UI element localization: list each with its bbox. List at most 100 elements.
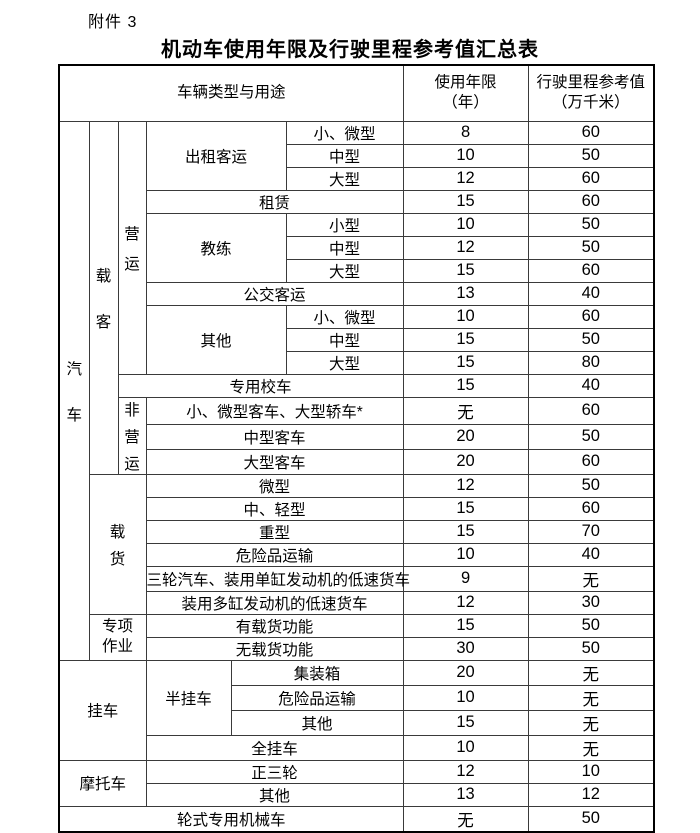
mileage-cell: 无 (527, 709, 655, 736)
mileage-cell: 无 (527, 565, 655, 592)
mileage-cell: 40 (527, 373, 655, 398)
mileage-cell: 12 (527, 782, 655, 807)
category-cell: 汽车 (58, 120, 90, 661)
category-cell: 中型 (285, 327, 404, 352)
service-life-cell: 12 (402, 166, 529, 191)
mileage-cell: 60 (527, 189, 655, 214)
table-row: 其他 15 无 (59, 709, 655, 736)
service-life-cell: 12 (402, 590, 529, 615)
service-life-cell: 12 (402, 759, 529, 784)
mileage-cell: 无 (527, 734, 655, 761)
table-row: 汽车载客营运出租客运 小、微型 8 60 (58, 120, 655, 661)
service-life-cell: 15 (402, 519, 529, 544)
category-cell: 其他 (145, 782, 404, 807)
category-cell: 重型 (145, 519, 404, 544)
category-cell: 专用校车 (117, 373, 404, 398)
service-life-cell: 无 (402, 805, 529, 832)
service-life-cell: 13 (402, 281, 529, 306)
mileage-cell: 60 (527, 258, 655, 283)
category-cell: 大型 (285, 166, 404, 191)
mileage-cell: 50 (527, 805, 655, 832)
category-cell: 大型 (285, 258, 404, 283)
category-cell: 其他 (230, 709, 404, 736)
category-cell: 出租客运 (145, 120, 287, 191)
category-cell: 中型 (285, 235, 404, 260)
category-cell: 教练 (145, 212, 287, 283)
table-row: 重型 15 70 (59, 519, 655, 544)
table-row: 大型 15 60 (59, 258, 655, 283)
category-cell: 挂车 (58, 659, 147, 761)
service-life-cell: 15 (402, 327, 529, 352)
summary-table-body: 汽车载客营运出租客运 小、微型 8 60 中型 10 50 大型 12 60 租赁 15 60 教练 小型 1… (58, 120, 655, 832)
service-life-cell: 12 (402, 235, 529, 260)
service-life-cell: 15 (402, 373, 529, 398)
header-row: 车辆类型与用途 使用年限 （年） 行驶里程参考值 （万千米） (58, 64, 655, 122)
category-cell: 营运 (117, 120, 147, 375)
document-page: 附件 3 机动车使用年限及行驶里程参考值汇总表 车辆类型与用途 使用年限 （年）行… (58, 14, 656, 833)
mileage-cell: 50 (527, 473, 655, 498)
service-life-cell: 13 (402, 782, 529, 807)
table-row: 载货微型 12 50 (59, 473, 655, 615)
mileage-cell: 60 (527, 304, 655, 329)
table-row: 三轮汽车、装用单缸发动机的低速货车 9 无 (59, 565, 655, 592)
table-row: 大型客车 20 60 (59, 448, 655, 475)
mileage-cell: 10 (527, 759, 655, 784)
table-row: 教练 小型 10 50 (59, 212, 655, 283)
category-cell: 中、轻型 (145, 496, 404, 521)
table-row: 装用多缸发动机的低速货车 12 30 (59, 590, 655, 615)
service-life-cell: 20 (402, 659, 529, 686)
table-row: 无载货功能 30 50 (59, 636, 655, 661)
table-row: 摩托车 正三轮 12 10 (58, 759, 655, 807)
mileage-cell: 50 (527, 613, 655, 638)
table-row: 租赁 15 60 (59, 189, 655, 214)
vehicle-type-header: 车辆类型与用途 (58, 64, 404, 122)
category-cell: 有载货功能 (145, 613, 404, 638)
table-row: 非营运小、微型客车、大型轿车* 无 60 (59, 396, 655, 475)
table-row: 专用校车 15 40 (59, 373, 655, 398)
table-row: 轮式专用机械车无 50 (58, 805, 655, 832)
category-cell: 小、微型 (285, 304, 404, 329)
service-life-header: 使用年限 （年） (402, 64, 529, 122)
table-header: 车辆类型与用途 使用年限 （年） 行驶里程参考值 （万千米） (58, 64, 655, 122)
service-life-cell: 10 (402, 684, 529, 711)
attachment-label: 附件 3 (88, 14, 138, 31)
vehicle-life-mileage-table: 车辆类型与用途 使用年限 （年） 行驶里程参考值 （万千米） 汽车载客营运出租客运小… (58, 64, 656, 833)
table-row: 大型 12 60 (59, 166, 655, 191)
category-cell: 无载货功能 (145, 636, 404, 661)
service-life-cell: 12 (402, 473, 529, 498)
service-life-cell: 20 (402, 423, 529, 450)
category-cell: 摩托车 (58, 759, 147, 807)
category-cell: 非营运 (117, 396, 147, 475)
category-cell: 大型 (285, 350, 404, 375)
category-cell: 专项 作业 (88, 613, 147, 661)
service-life-cell: 8 (402, 120, 529, 145)
service-life-cell: 15 (402, 189, 529, 214)
service-life-cell: 15 (402, 496, 529, 521)
mileage-cell: 80 (527, 350, 655, 375)
service-life-cell: 10 (402, 143, 529, 168)
category-cell: 小型 (285, 212, 404, 237)
mileage-cell: 50 (527, 636, 655, 661)
category-cell: 载客 (88, 120, 119, 475)
service-life-cell: 10 (402, 734, 529, 761)
table-row: 中型 15 50 (59, 327, 655, 352)
category-cell: 微型 (145, 473, 404, 498)
table-row: 专项 作业 有载货功能 15 50 (59, 613, 655, 661)
mileage-cell: 60 (527, 166, 655, 191)
category-cell: 小、微型 (285, 120, 404, 145)
mileage-cell: 无 (527, 684, 655, 711)
service-life-cell: 9 (402, 565, 529, 592)
table-row: 挂车 半挂车 集装箱 20 无 (58, 659, 655, 761)
mileage-cell: 60 (527, 448, 655, 475)
table-row: 中型客车 20 50 (59, 423, 655, 450)
category-cell: 危险品运输 (230, 684, 404, 711)
category-cell: 大型客车 (145, 448, 404, 475)
category-cell: 公交客运 (145, 281, 404, 306)
mileage-cell: 60 (527, 396, 655, 425)
category-cell: 正三轮 (145, 759, 404, 784)
table-row: 中型 10 50 (59, 143, 655, 168)
service-life-cell: 20 (402, 448, 529, 475)
category-cell: 载货 (88, 473, 147, 615)
service-life-cell: 10 (402, 304, 529, 329)
page-title: 机动车使用年限及行驶里程参考值汇总表 (161, 39, 539, 61)
